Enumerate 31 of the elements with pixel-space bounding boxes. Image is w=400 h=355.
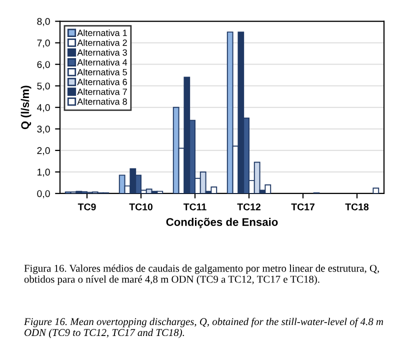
x-tick-label: TC9	[78, 203, 96, 210]
y-tick-label: 4,0	[36, 104, 50, 112]
legend-label: Alternativa 1	[77, 29, 127, 36]
text: Figura 16. Valores médios de caudais de galgamento por metro linear de estrutura, Q, obtidos para o nível de maré 4,8 m ODN (TC9 a TC12, TC17 e TC18).	[24, 264, 379, 285]
y-axis-title: Q (l/s/m)	[20, 86, 32, 130]
x-tick-label: TC10	[129, 203, 152, 210]
y-tick-label: 1,0	[38, 168, 50, 177]
y-tick-label: 7,0	[37, 40, 50, 48]
y-tick-label: 3,0	[37, 126, 50, 134]
y-tick-label: 6,0	[37, 61, 50, 70]
x-tick-label: TC18	[345, 203, 369, 210]
legend-label: Alternativa 3	[77, 49, 127, 56]
legend-label: Alternativa 8	[77, 98, 127, 105]
legend-label: Alternativa 6	[77, 78, 127, 86]
legend-label: Alternativa 7	[77, 88, 127, 96]
caption: Figure 16. Mean overtopping discharges, Q, obtained for the still-water-level of 4.8 m ODN (TC9 to TC12, TC17 and TC18).	[24, 318, 384, 338]
y-tick-label: 0,0	[37, 190, 50, 198]
x-tick-label: TC11	[183, 203, 206, 210]
legend-label: Alternativa 2	[77, 39, 127, 46]
x-axis-title: Condições de Ensaio	[166, 218, 278, 228]
x-tick-label: TC17	[291, 203, 314, 210]
y-tick-label: 8,0	[37, 18, 50, 26]
y-tick-label: 5,0	[37, 82, 50, 91]
y-tick-label: 2,0	[37, 147, 50, 156]
bar	[118, 174, 126, 194]
bar	[172, 106, 180, 194]
legend-label: Alternativa 5	[77, 68, 127, 76]
x-tick-label: TC12	[237, 203, 260, 210]
bar	[226, 32, 234, 194]
legend-label: Alternativa 4	[77, 58, 128, 66]
bar	[372, 188, 380, 194]
